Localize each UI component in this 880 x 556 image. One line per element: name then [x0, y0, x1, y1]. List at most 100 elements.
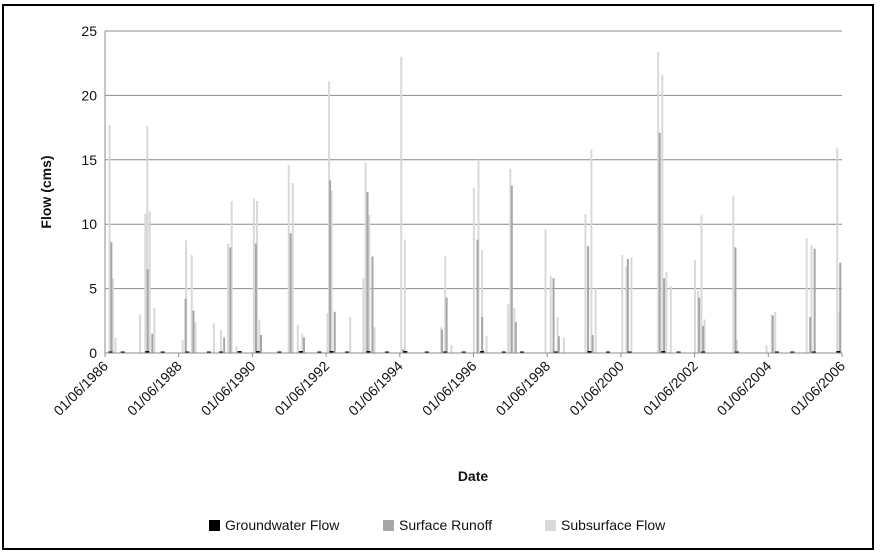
legend-label: Groundwater Flow [225, 517, 340, 533]
bar-groundwater-flow [424, 351, 429, 353]
bar-subsurface-flow [190, 255, 193, 353]
bar-surface-runoff [809, 316, 812, 353]
bar-subsurface-flow [485, 336, 488, 353]
bar-subsurface-flow [509, 168, 512, 353]
x-tick-label: 01/06/2000 [566, 358, 627, 419]
bar-subsurface-flow [403, 239, 406, 353]
bar-surface-runoff [663, 278, 666, 353]
bar-groundwater-flow [145, 351, 150, 353]
bar-subsurface-flow [230, 201, 233, 353]
bar-subsurface-flow [594, 288, 597, 353]
bar-surface-runoff [476, 239, 479, 353]
x-tick-label: 01/06/1986 [50, 358, 111, 419]
bar-subsurface-flow [139, 314, 142, 353]
bar-subsurface-flow [400, 56, 403, 353]
bar-subsurface-flow [364, 162, 367, 353]
bar-surface-runoff [289, 233, 292, 353]
bar-subsurface-flow [669, 286, 672, 353]
bar-groundwater-flow [277, 351, 282, 353]
bar-surface-runoff [552, 278, 555, 353]
x-axis-title: Date [458, 468, 489, 484]
bar-surface-runoff [445, 297, 448, 353]
bar-subsurface-flow [144, 213, 147, 353]
legend-label: Surface Runoff [399, 517, 492, 533]
x-tick-label: 01/06/2002 [640, 358, 701, 419]
bar-subsurface-flow [584, 213, 587, 353]
bar-subsurface-flow [444, 256, 447, 353]
bar-subsurface-flow [765, 345, 768, 353]
bar-subsurface-flow [108, 125, 111, 353]
bar-subsurface-flow [114, 337, 117, 353]
x-tick-label: 01/06/1992 [271, 358, 332, 419]
y-axis-title: Flow (cms) [38, 155, 54, 228]
bar-subsurface-flow [700, 215, 703, 353]
bar-subsurface-flow [661, 74, 664, 354]
bar-groundwater-flow [219, 351, 224, 353]
x-tick-label: 01/06/1990 [198, 358, 259, 419]
bar-groundwater-flow [661, 351, 666, 353]
bar-surface-runoff [254, 243, 257, 353]
bar-groundwater-flow [480, 351, 485, 353]
bar-surface-runoff [441, 329, 444, 353]
bar-subsurface-flow [507, 304, 510, 353]
x-tick-label: 01/06/1998 [492, 358, 553, 419]
bar-surface-runoff [146, 269, 149, 353]
bar-subsurface-flow [235, 346, 238, 353]
bar-groundwater-flow [160, 351, 165, 353]
bar-subsurface-flow [328, 81, 331, 354]
bar-subsurface-flow [220, 329, 223, 353]
bar-subsurface-flow [291, 182, 294, 353]
bar-subsurface-flow [287, 164, 290, 353]
bar-surface-runoff [229, 247, 232, 353]
bar-subsurface-flow [657, 51, 660, 353]
bar-groundwater-flow [676, 351, 681, 353]
y-tick-label: 5 [89, 281, 97, 297]
bar-subsurface-flow [694, 260, 697, 353]
bar-groundwater-flow [443, 351, 448, 353]
y-tick-label: 20 [81, 87, 97, 103]
bar-subsurface-flow [549, 275, 552, 353]
bar-subsurface-flow [181, 340, 184, 353]
bar-subsurface-flow [590, 149, 593, 353]
bar-subsurface-flow [373, 327, 376, 353]
bar-subsurface-flow [258, 319, 261, 353]
bar-subsurface-flow [472, 188, 475, 353]
bar-groundwater-flow [206, 351, 211, 353]
legend: Groundwater Flow Surface Runoff Subsurface… [209, 517, 666, 533]
bar-groundwater-flow [811, 351, 816, 353]
bar-surface-runoff [839, 262, 842, 353]
bar-subsurface-flow [212, 323, 215, 353]
bar-surface-runoff [591, 334, 594, 353]
bar-subsurface-flow [513, 307, 516, 353]
bar-surface-runoff [110, 242, 113, 353]
bar-subsurface-flow [630, 257, 633, 353]
bar-groundwater-flow [366, 351, 371, 353]
bar-subsurface-flow [810, 244, 813, 353]
bar-groundwater-flow [774, 351, 779, 353]
bar-surface-runoff [557, 336, 560, 353]
bar-groundwater-flow [120, 351, 125, 353]
y-tick-label: 0 [89, 345, 97, 361]
bar-subsurface-flow [450, 345, 453, 353]
y-tick-labels: 0 5 10 15 20 25 [81, 23, 97, 361]
bar-groundwater-flow [237, 351, 242, 353]
bar-surface-runoff [702, 325, 705, 353]
bar-groundwater-flow [627, 351, 632, 353]
bar-subsurface-flow [296, 324, 299, 353]
bar-surface-runoff [259, 334, 262, 353]
bar-surface-runoff [151, 333, 154, 353]
bar-surface-runoff [514, 322, 517, 353]
bar-surface-runoff [510, 185, 513, 353]
bar-groundwater-flow [519, 351, 524, 353]
bar-subsurface-flow [368, 215, 371, 353]
bar-surface-runoff [329, 180, 332, 353]
bar-groundwater-flow [606, 351, 611, 353]
x-tick-label: 01/06/1994 [345, 358, 406, 419]
bar-subsurface-flow [326, 313, 329, 353]
bar-subsurface-flow [544, 229, 547, 353]
bar-surface-runoff [587, 246, 590, 353]
bar-subsurface-flow [185, 239, 188, 353]
bar-subsurface-flow [148, 211, 151, 353]
bar-subsurface-flow [362, 278, 365, 353]
